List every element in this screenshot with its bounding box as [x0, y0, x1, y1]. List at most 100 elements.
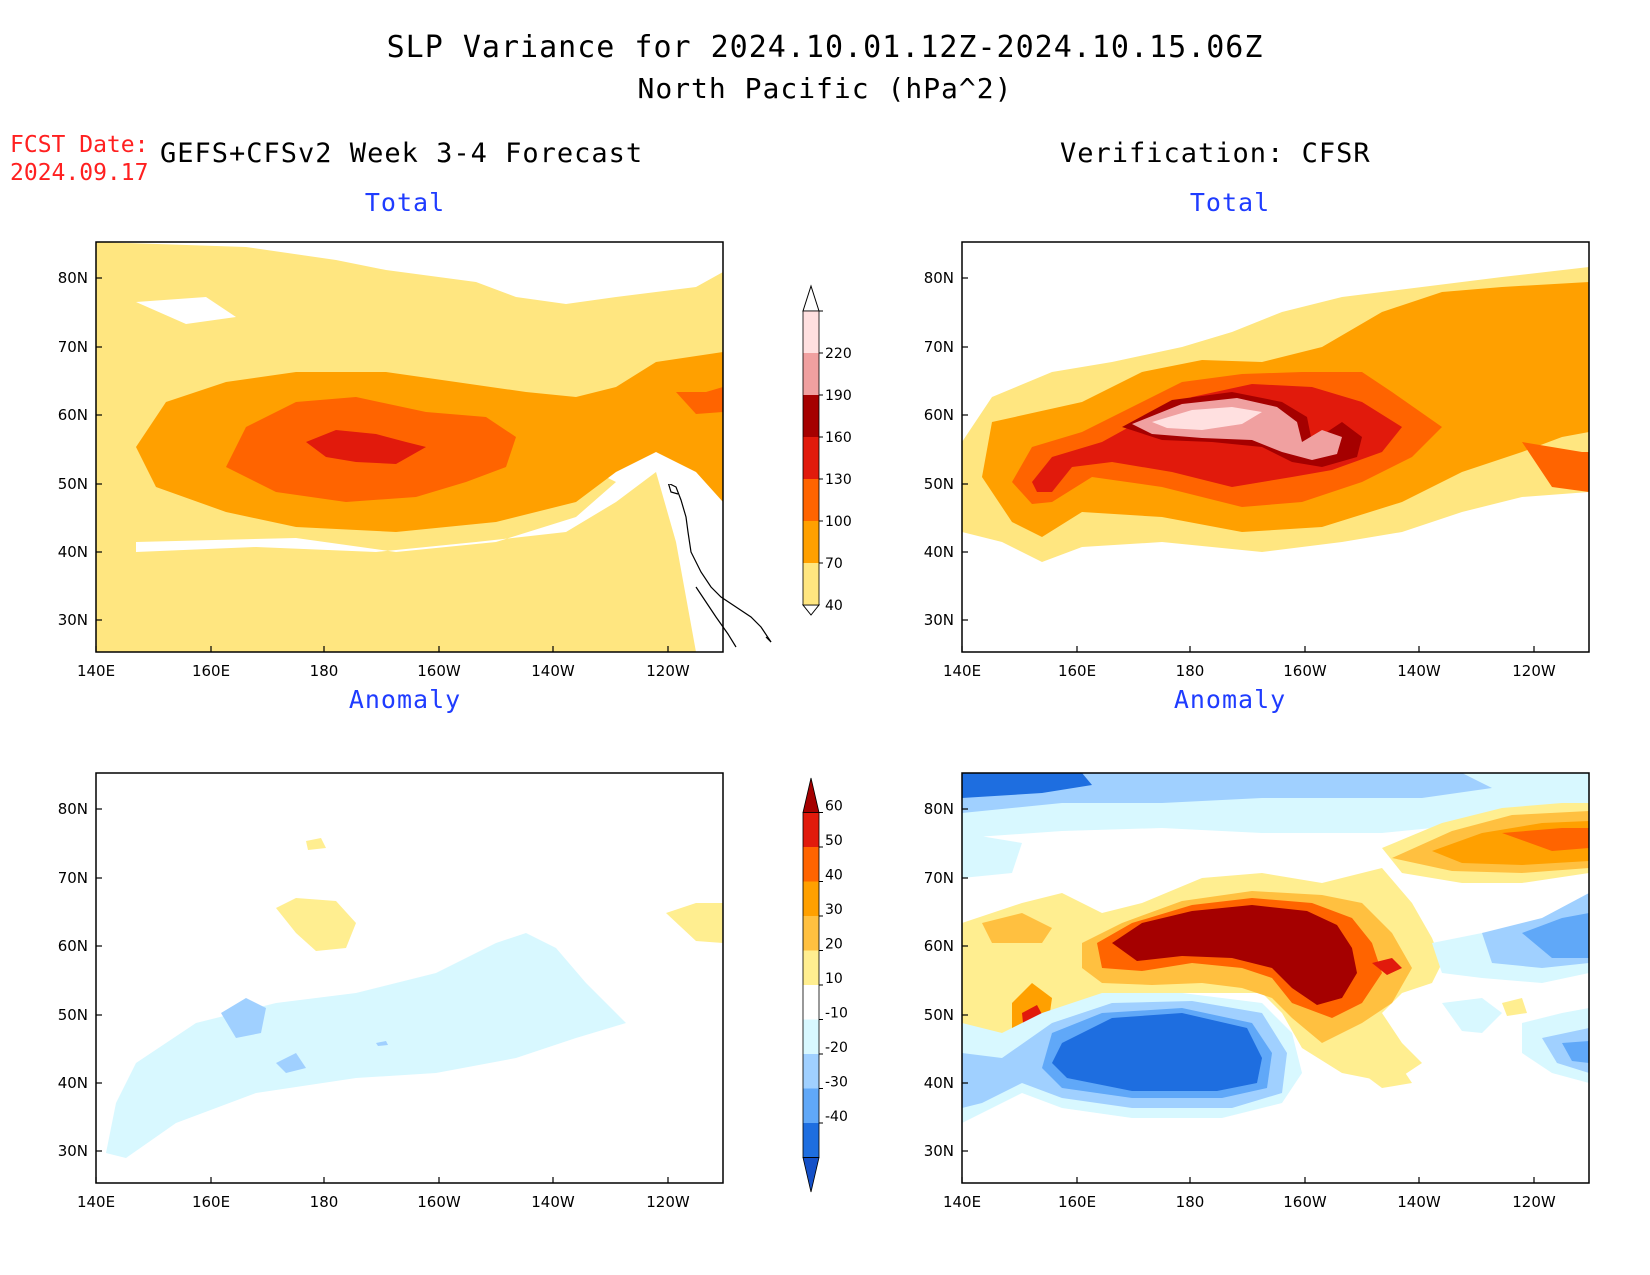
colorbar-anomaly-label: 30: [825, 902, 843, 918]
colorbar-anomaly-label: -10: [825, 1006, 848, 1022]
colorbar-total: 40 70 100 130 160 190 220: [801, 284, 852, 616]
colorbar-anomaly-label: 40: [825, 868, 843, 884]
colorbar-total-max-triangle: [802, 284, 820, 312]
lon-tick-label: 160E: [192, 662, 230, 680]
verification-header: Verification: CFSR: [1060, 138, 1371, 169]
lat-tick-label: 50N: [924, 1006, 954, 1024]
colorbar-anomaly-swatch: [803, 1019, 819, 1054]
lon-tick-label: 140E: [77, 1193, 115, 1211]
figure-title-line1: SLP Variance for 2024.10.01.12Z-2024.10.…: [386, 30, 1264, 65]
colorbar-anomaly-label: -30: [825, 1075, 848, 1091]
lat-tick-label: 80N: [58, 269, 88, 287]
colorbar-anomaly-swatch: [803, 881, 819, 916]
lon-tick-label: 160W: [417, 662, 461, 680]
lon-tick-label: 160W: [417, 1193, 461, 1211]
colorbar-total-swatch: [803, 521, 819, 563]
colorbar-anomaly-swatch: [803, 1088, 819, 1123]
colorbar-anomaly-label: -40: [825, 1109, 848, 1125]
lat-tick-label: 40N: [58, 1074, 88, 1092]
colorbar-total-swatch: [803, 479, 819, 521]
lat-tick-label: 70N: [58, 338, 88, 356]
colorbar-total-swatch: [803, 353, 819, 395]
lat-tick-label: 70N: [58, 869, 88, 887]
lon-tick-label: 140W: [1397, 1193, 1441, 1211]
lon-tick-label: 120W: [646, 662, 690, 680]
colorbar-anomaly-label: 20: [825, 937, 843, 953]
lon-tick-label: 160W: [1283, 1193, 1327, 1211]
colorbar-total-frame: [802, 310, 820, 606]
lat-tick-label: 40N: [924, 1074, 954, 1092]
lon-tick-label: 140E: [77, 662, 115, 680]
lon-tick-label: 160W: [1283, 662, 1327, 680]
colorbar-total-swatch: [803, 437, 819, 479]
colorbar-anomaly-swatch: [803, 812, 819, 847]
colorbar-total-label: 100: [825, 514, 852, 530]
lon-tick-label: 180: [1176, 662, 1205, 680]
fcst-date-value: 2024.09.17: [10, 160, 149, 186]
map-verification-total: [961, 241, 1590, 653]
lat-tick-label: 40N: [924, 543, 954, 561]
lon-tick-label: 140W: [531, 662, 575, 680]
panel-title-verification-anomaly: Anomaly: [1173, 685, 1287, 714]
figure-title-line2: North Pacific (hPa^2): [637, 72, 1013, 105]
lat-tick-label: 60N: [924, 937, 954, 955]
colorbar-total-label: 70: [825, 556, 843, 572]
lat-tick-label: 70N: [924, 338, 954, 356]
colorbar-anomaly-swatch: [803, 1054, 819, 1089]
fcst-date-label: FCST Date:: [10, 132, 149, 158]
lat-tick-label: 80N: [924, 800, 954, 818]
lat-tick-label: 60N: [58, 937, 88, 955]
panel-title-forecast-total: Total: [364, 188, 446, 217]
lat-tick-label: 50N: [924, 475, 954, 493]
panel-title-forecast-anomaly: Anomaly: [348, 685, 462, 714]
colorbar-anomaly: 60 50 40 30 20 10 -10 -20 -30 -40: [802, 777, 848, 1193]
map-forecast-anomaly: [95, 772, 724, 1184]
colorbar-anomaly-label: -20: [825, 1040, 848, 1056]
colorbar-anomaly-swatch: [803, 1123, 819, 1158]
colorbar-total-min-triangle: [801, 604, 821, 616]
lon-tick-label: 120W: [646, 1193, 690, 1211]
lon-tick-label: 120W: [1512, 662, 1556, 680]
colorbar-anomaly-label: 50: [825, 833, 843, 849]
forecast-header: GEFS+CFSv2 Week 3-4 Forecast: [160, 138, 644, 169]
colorbar-anomaly-label: 10: [825, 971, 843, 987]
lon-tick-label: 140W: [1397, 662, 1441, 680]
lon-tick-label: 180: [1176, 1193, 1205, 1211]
lat-tick-label: 80N: [58, 800, 88, 818]
colorbar-anomaly-swatch: [803, 950, 819, 985]
lat-tick-label: 80N: [924, 269, 954, 287]
lon-tick-label: 160E: [1058, 662, 1096, 680]
colorbar-total-label: 40: [825, 598, 843, 614]
panel-title-verification-total: Total: [1189, 188, 1271, 217]
colorbar-anomaly-label: 60: [825, 799, 843, 815]
colorbar-anomaly-swatch: [803, 847, 819, 882]
lon-tick-label: 140E: [943, 662, 981, 680]
colorbar-total-label: 160: [825, 430, 852, 446]
colorbar-total-label: 190: [825, 388, 852, 404]
colorbar-anomaly-max-triangle: [802, 777, 820, 813]
colorbar-total-swatch: [803, 395, 819, 437]
lat-tick-label: 30N: [58, 611, 88, 629]
lon-tick-label: 160E: [192, 1193, 230, 1211]
lon-tick-label: 160E: [1058, 1193, 1096, 1211]
lat-tick-label: 30N: [58, 1142, 88, 1160]
colorbar-total-label: 220: [825, 346, 852, 362]
colorbar-anomaly-swatch: [803, 916, 819, 951]
lon-tick-label: 140W: [531, 1193, 575, 1211]
lon-tick-label: 120W: [1512, 1193, 1556, 1211]
map-forecast-total: [95, 241, 817, 653]
lat-tick-label: 40N: [58, 543, 88, 561]
lon-tick-label: 180: [310, 662, 339, 680]
lat-tick-label: 50N: [58, 475, 88, 493]
colorbar-total-label: 130: [825, 472, 852, 488]
lon-tick-label: 180: [310, 1193, 339, 1211]
lat-tick-label: 30N: [924, 1142, 954, 1160]
lat-tick-label: 30N: [924, 611, 954, 629]
colorbar-anomaly-min-triangle: [802, 1157, 820, 1193]
colorbar-anomaly-swatch: [803, 985, 819, 1020]
map-verification-anomaly: [961, 772, 1590, 1184]
lat-tick-label: 70N: [924, 869, 954, 887]
lat-tick-label: 60N: [924, 406, 954, 424]
lon-tick-label: 140E: [943, 1193, 981, 1211]
